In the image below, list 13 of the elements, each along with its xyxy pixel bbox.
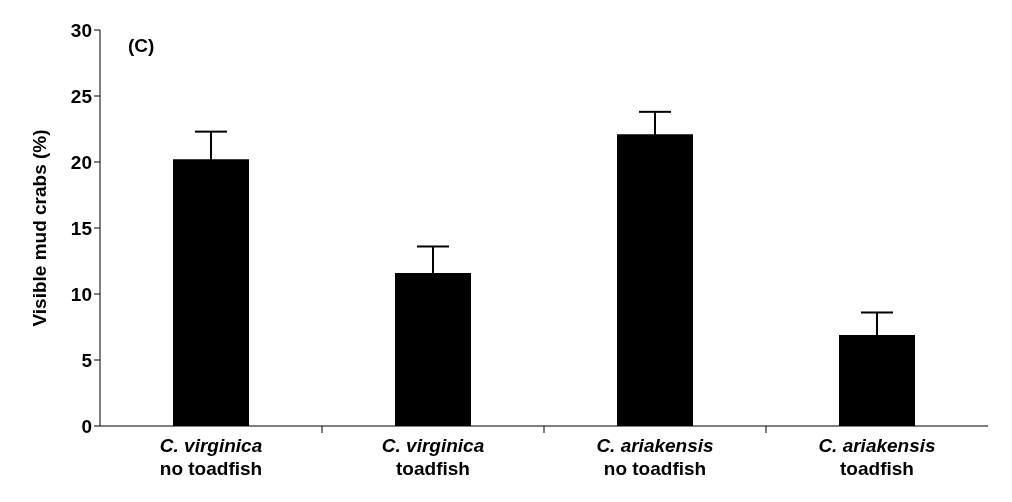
y-tick-label: 20 <box>70 151 92 173</box>
x-tick-label: C. virginica no toadfish <box>159 435 263 479</box>
x-tick-label: C. ariakensis toadfish <box>818 435 936 479</box>
y-tick-label: 30 <box>70 19 92 41</box>
x-tick-label: C. virginica toadfish <box>381 435 485 479</box>
y-axis-title: Visible mud crabs (%) <box>28 129 50 327</box>
y-tick-label: 25 <box>70 85 93 107</box>
x-tick-label: C. ariakensis no toadfish <box>596 435 714 479</box>
annotation: (C) <box>128 35 155 56</box>
y-tick-label: 15 <box>70 217 93 239</box>
y-tick-label: 0 <box>81 415 92 437</box>
y-tick-label: 5 <box>81 349 93 371</box>
y-tick-label: 10 <box>70 283 92 305</box>
